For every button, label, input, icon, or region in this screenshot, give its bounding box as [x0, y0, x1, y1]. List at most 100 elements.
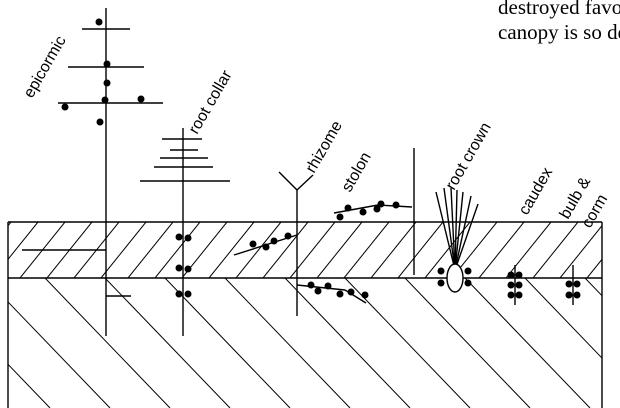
rhizome-branch — [278, 171, 298, 191]
soil-hatch-line — [478, 222, 525, 278]
bud-dot — [507, 281, 515, 289]
caudex-structure: caudex — [507, 165, 557, 305]
soil-hatch-line — [316, 222, 363, 278]
bud-dot — [373, 205, 381, 213]
soil-hatch-line — [8, 301, 111, 408]
crown-shoot — [443, 187, 456, 271]
crown-bulb — [446, 263, 464, 293]
soil-profile — [7, 221, 620, 408]
root-crown-structure: root crown — [413, 120, 495, 293]
soil-hatch-line — [100, 222, 147, 278]
root-collar-structure: root collar — [140, 67, 236, 336]
bulb-corm-structure: bulb & corm — [557, 174, 611, 305]
bud-dot — [103, 60, 111, 68]
soil-hatch-line — [208, 222, 255, 278]
bud-dot — [377, 200, 385, 208]
soil-hatch-line — [235, 222, 282, 278]
bud-dot — [336, 290, 344, 298]
soil-hatch-line — [104, 278, 231, 408]
bud-dot — [565, 291, 573, 299]
soil-hatch-line — [344, 278, 471, 408]
bud-dot — [359, 208, 367, 216]
soil-hatch-line — [464, 278, 591, 408]
bud-dot — [95, 18, 103, 26]
lower-soil-hatching — [8, 278, 602, 408]
label-epicormic: epicormic — [21, 33, 70, 101]
soil-hatch-line — [424, 222, 471, 278]
soil-hatch-line — [8, 363, 51, 408]
rhizome-structure: rhizome — [233, 118, 369, 316]
rhizome-branch — [296, 174, 314, 191]
soil-hatch-line — [524, 278, 602, 359]
bud-dot — [314, 287, 322, 295]
bud-dot — [437, 279, 445, 287]
soil-hatch-line — [262, 222, 309, 278]
epicormic-structure: epicormic — [21, 8, 163, 336]
label-rhizome: rhizome — [303, 118, 346, 176]
body-text-line-1: destroyed favor — [498, 0, 620, 19]
bud-dot — [175, 233, 183, 241]
soil-hatch-line — [154, 222, 201, 278]
bud-dot — [262, 243, 270, 251]
bud-dot — [573, 280, 581, 288]
label-root-collar: root collar — [186, 67, 236, 137]
bud-dot — [344, 204, 352, 212]
crown-shoot — [454, 191, 464, 271]
bud-dot — [347, 288, 355, 296]
bud-dot — [565, 280, 573, 288]
bud-dot — [270, 237, 278, 245]
bud-dot — [101, 96, 109, 104]
crown-shoot — [435, 191, 456, 271]
soil-hatch-line — [8, 222, 12, 227]
bud-dot — [515, 271, 523, 279]
bud-dot — [184, 265, 192, 273]
bud-dot — [437, 267, 445, 275]
soil-hatch-line — [164, 278, 291, 408]
soil-hatch-line — [614, 222, 620, 278]
soil-hatch-line — [284, 278, 411, 408]
crown-shoot — [454, 189, 458, 271]
bud-dot — [515, 291, 523, 299]
soil-hatch-line — [44, 278, 171, 408]
body-text-line-2: canopy is so den — [498, 20, 620, 44]
soil-hatch-line — [370, 222, 417, 278]
bud-dot — [515, 281, 523, 289]
bud-dot — [573, 291, 581, 299]
bud-dot — [184, 234, 192, 242]
bud-dot — [284, 232, 292, 240]
bud-dot — [464, 267, 472, 275]
bud-dot — [361, 291, 369, 299]
soil-hatch-line — [505, 222, 552, 278]
label-caudex: caudex — [516, 165, 557, 218]
bud-dot — [249, 240, 257, 248]
rhizome-underground-lower — [296, 284, 346, 291]
bud-dot — [324, 282, 332, 290]
stolon-structure: stolon — [333, 150, 413, 221]
bud-dot — [175, 264, 183, 272]
bud-dot — [137, 95, 145, 103]
soil-hatch-line — [8, 222, 39, 261]
bud-dot — [103, 79, 111, 87]
label-stolon: stolon — [339, 150, 375, 195]
bud-dot — [464, 279, 472, 287]
soil-hatch-line — [559, 224, 602, 278]
bud-dot — [96, 118, 104, 126]
crown-shoot — [454, 195, 472, 271]
crown-shoot — [454, 203, 479, 271]
bud-dot — [507, 271, 515, 279]
bud-dot — [336, 213, 344, 221]
stolon-runner — [333, 204, 379, 214]
upper-soil-hatching — [8, 222, 620, 278]
soil-hatch-line — [404, 278, 531, 408]
bud-dot — [392, 201, 400, 209]
label-root-crown: root crown — [443, 120, 495, 193]
bud-dot — [184, 290, 192, 298]
soil-hatch-line — [586, 258, 602, 278]
soil-hatch-line — [224, 278, 351, 408]
crown-shoot — [450, 187, 456, 271]
soil-hatch-line — [397, 222, 444, 278]
soil-hatch-line — [532, 222, 579, 278]
bud-dot — [307, 281, 315, 289]
